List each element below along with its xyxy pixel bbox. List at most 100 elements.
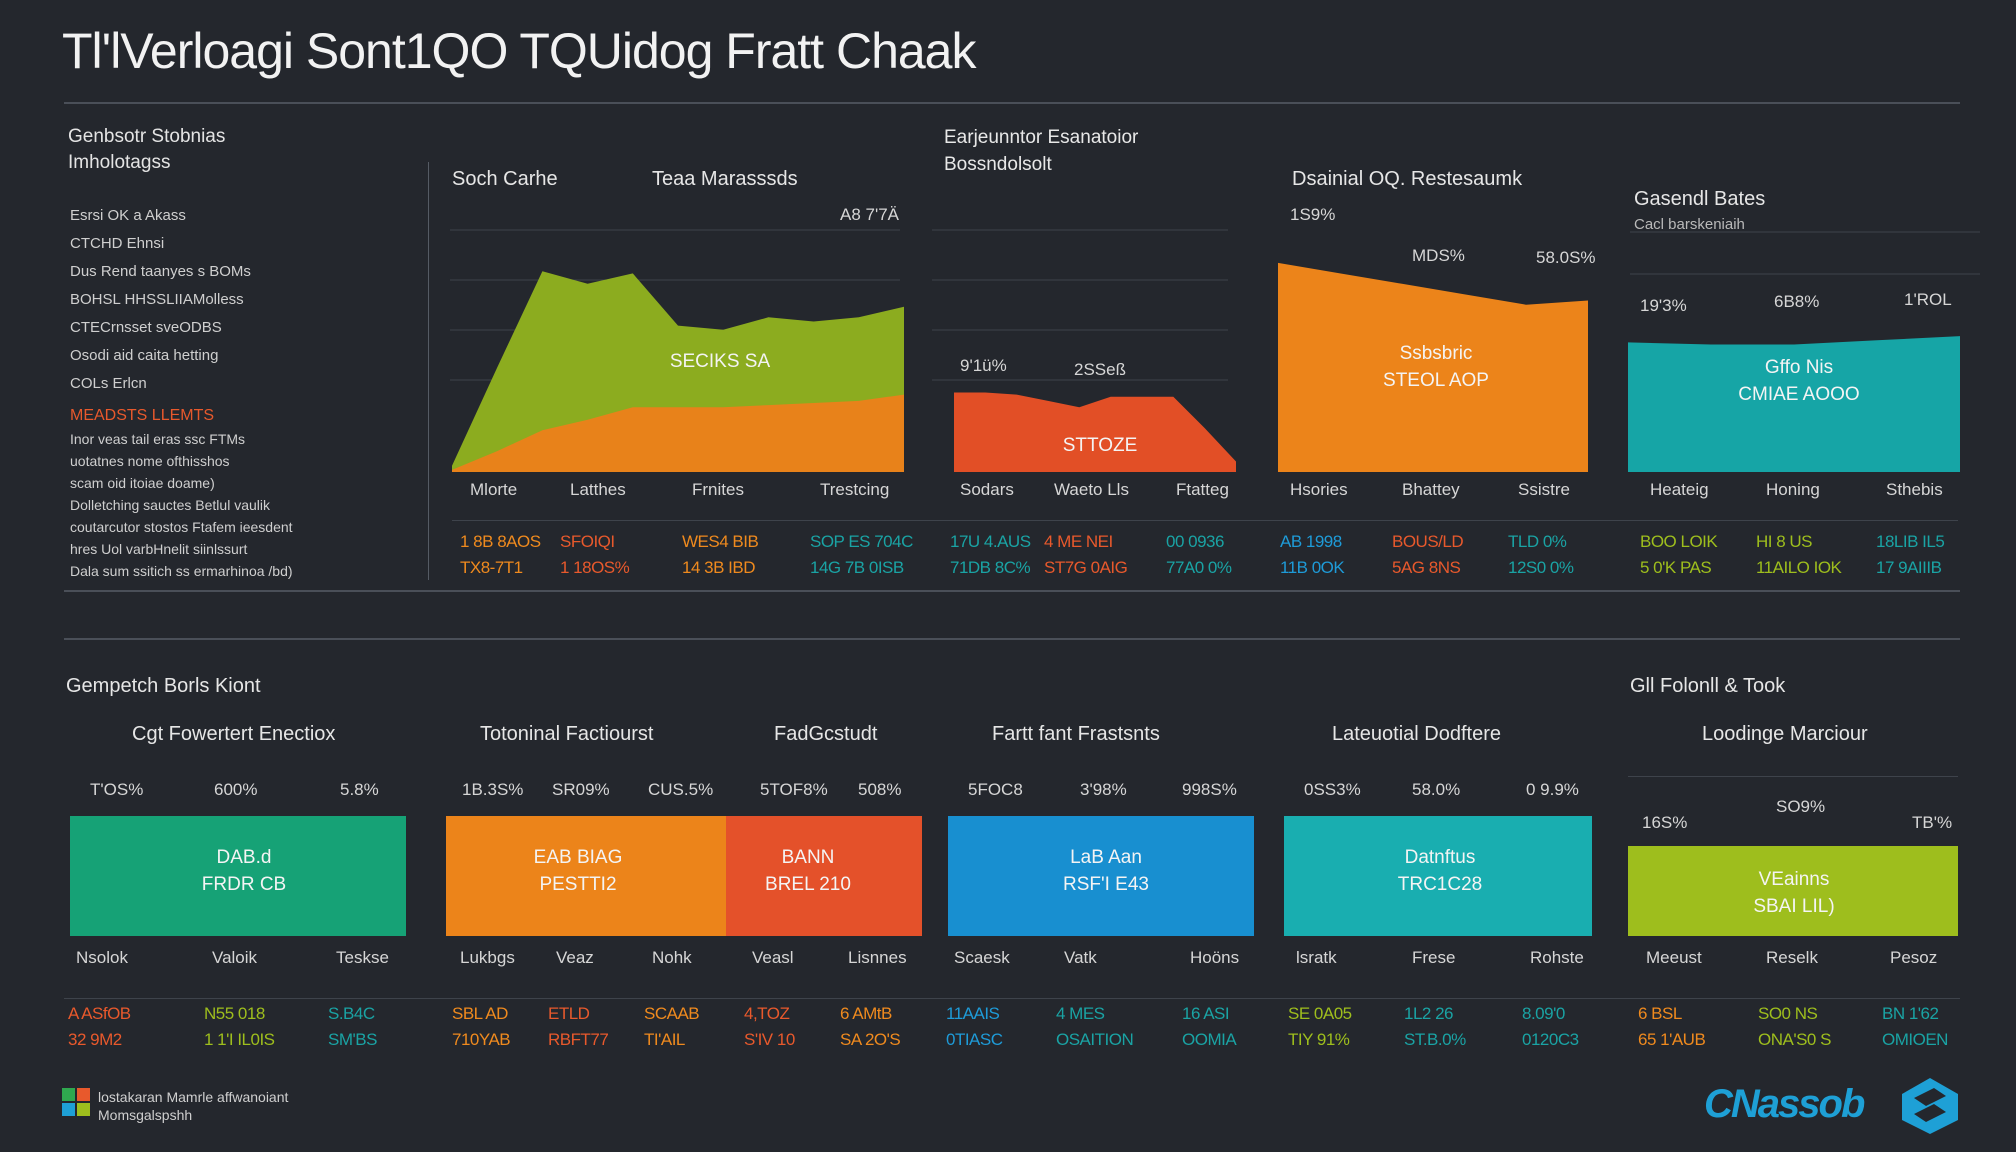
- top-table-cell: TX8-7T1: [460, 558, 523, 577]
- panel2-heading-line1: Earjeunntor Esanatoior: [944, 127, 1139, 148]
- panel3-title: Dsainial OQ. Restesaumk: [1292, 168, 1523, 190]
- bottom-table-cell: 16 ASI: [1182, 1004, 1230, 1023]
- page-title: Tl'lVerloagi Sont1QO TQUidog Fratt Chaak: [62, 23, 976, 79]
- chart2-area: [954, 392, 1236, 472]
- bottom-table-cell: 0TIASC: [946, 1030, 1003, 1049]
- b4-inner-line1: Datnftus: [1404, 847, 1476, 868]
- bottom-table-cell: BN 1'62: [1882, 1004, 1939, 1023]
- bottom-table-cell: SA 2O'S: [840, 1030, 901, 1049]
- panel1-title-a: Soch Carhe: [452, 168, 558, 190]
- sidebar-item[interactable]: Esrsi OK a Akass: [70, 207, 186, 224]
- sidebar-note: Inor veas tail eras ssc FTMs: [70, 431, 246, 447]
- top-table-cell: 77A0 0%: [1166, 558, 1232, 577]
- top-axis-label: Bhattey: [1402, 480, 1460, 499]
- bottom-section-right-title: Gll Folonll & Took: [1630, 675, 1786, 697]
- b1-value-3: 5.8%: [340, 780, 379, 799]
- top-table-cell: WES4 BIB: [682, 532, 759, 551]
- top-axis-label: Honing: [1766, 480, 1820, 499]
- panel1-title-b: Teaa Marasssds: [652, 168, 798, 190]
- top-charts: [450, 229, 1980, 472]
- bottom-table-cell: SCAAB: [644, 1004, 700, 1023]
- top-axis-label: Frnites: [692, 480, 744, 499]
- top-table-cell: 1 18OS%: [560, 558, 630, 577]
- footer-brand[interactable]: CNassob: [1704, 1082, 1865, 1126]
- sidebar-note: scam oid itoiae doame): [70, 475, 215, 491]
- sidebar-item[interactable]: CTCHD Ehnsi: [70, 235, 165, 252]
- top-axis-label: Ssistre: [1518, 480, 1570, 499]
- top-table-cell: 12S0 0%: [1508, 558, 1574, 577]
- panel4-title: Gasendl Bates: [1634, 188, 1766, 210]
- b2-inner-b2: BREL 210: [765, 874, 851, 895]
- bottom-table-cell: 1 1'I IL0IS: [204, 1030, 275, 1049]
- top-table-cell: 17 9AIIIB: [1876, 558, 1942, 577]
- bottom-panel2-title-b: FadGcstudt: [774, 723, 878, 745]
- top-axis-label: Mlorte: [470, 480, 518, 499]
- bottom-axis-label: Valoik: [212, 948, 258, 967]
- b4-value-3: 0 9.9%: [1526, 780, 1579, 799]
- sidebar-item[interactable]: Dus Rend taanyes s BOMs: [70, 263, 251, 280]
- top-table-cell: HI 8 US: [1756, 532, 1813, 551]
- chart3-area: [1278, 262, 1588, 472]
- bottom-table-cell: 11AAIS: [946, 1004, 1000, 1023]
- sidebar-heading-line1: Genbsotr Stobnias: [68, 126, 226, 147]
- bottom-table-cell: 4 MES: [1056, 1004, 1105, 1023]
- b3-value-3: 998S%: [1182, 780, 1237, 799]
- b2-inner-label-b: BANN BREL 210: [748, 844, 868, 898]
- bottom-table-cell: SBL AD: [452, 1004, 508, 1023]
- b1-inner-label: DAB.d FRDR CB: [174, 844, 314, 898]
- panel1-inner-label: SECIKS SA: [669, 351, 771, 372]
- b1-value-1: T'OS%: [90, 780, 144, 799]
- bottom-axis-label: Frese: [1412, 948, 1456, 967]
- top-axis-label: Sthebis: [1886, 480, 1943, 499]
- panel3-inner-label: Ssbsbric STEOL AOP: [1366, 340, 1506, 394]
- bottom-panel2-title-a: Totoninal Factiourst: [480, 723, 654, 745]
- top-table-cell: 11AILO IOK: [1756, 558, 1842, 577]
- b4-value-2: 58.0%: [1412, 780, 1461, 799]
- bottom-table-cell: S'IV 10: [744, 1030, 795, 1049]
- top-table-cell: SOP ES 704C: [810, 532, 913, 551]
- b3-value-2: 3'98%: [1080, 780, 1127, 799]
- sidebar-item[interactable]: Osodi aid caita hetting: [70, 347, 219, 364]
- b2-value-5: 508%: [858, 780, 902, 799]
- sidebar-item[interactable]: CTECrnsset sveODBS: [70, 319, 222, 336]
- mid-divider-1: [64, 590, 1960, 592]
- title-divider: [64, 102, 1960, 104]
- sidebar-note: hres Uol varbHnelit siinlssurt: [70, 541, 248, 557]
- panel3-value-1: 1S9%: [1290, 205, 1336, 224]
- sidebar-notes: Inor veas tail eras ssc FTMs uotatnes no…: [70, 428, 293, 582]
- bottom-axis-label: Scaesk: [954, 948, 1010, 967]
- top-axis-label: Waeto Lls: [1054, 480, 1129, 499]
- bottom-table-cell: 65 1'AUB: [1638, 1030, 1706, 1049]
- top-table-cell: 18LIB IL5: [1876, 532, 1945, 551]
- bottom-table-cell: ST.B.0%: [1404, 1030, 1466, 1049]
- bottom-table-cell: OSAITION: [1056, 1030, 1134, 1049]
- top-table-cell: 5 0'K PAS: [1640, 558, 1712, 577]
- bottom-table-cell: 0120C3: [1522, 1030, 1579, 1049]
- bottom-table-cell: OMIOEN: [1882, 1030, 1948, 1049]
- top-table-cell: ST7G 0AIG: [1044, 558, 1128, 577]
- bottom-table-cell: ETLD: [548, 1004, 590, 1023]
- top-table-cell: BOO LOIK: [1640, 532, 1718, 551]
- b2-inner-label-a: EAB BIAG PESTTI2: [508, 844, 648, 898]
- bottom-axis-label: Nohk: [652, 948, 692, 967]
- bottom-table-cell: 710YAB: [452, 1030, 511, 1049]
- top-table-cell: 17U 4.AUS: [950, 532, 1031, 551]
- b4-block: [1284, 816, 1592, 936]
- b1-value-2: 600%: [214, 780, 258, 799]
- panel4-inner-line1: Gffo Nis: [1764, 357, 1834, 378]
- b4-inner-label: Datnftus TRC1C28: [1370, 844, 1510, 898]
- mid-divider-2: [64, 638, 1960, 640]
- panel3-value-3: 58.0S%: [1536, 248, 1596, 267]
- sidebar-item[interactable]: COLs Erlcn: [70, 375, 147, 392]
- top-table-cell: BOUS/LD: [1392, 532, 1464, 551]
- b3-block: [948, 816, 1254, 936]
- panel2-value-1: 9'1ü%: [960, 356, 1007, 375]
- top-axis-label: Latthes: [570, 480, 626, 499]
- b1-inner-line1: DAB.d: [216, 847, 272, 868]
- bottom-axis-label: Teskse: [336, 948, 389, 967]
- b5-top-rule: [1628, 776, 1958, 777]
- bottom-table-cell: RBFT77: [548, 1030, 609, 1049]
- top-axis-label: Ftatteg: [1176, 480, 1229, 499]
- chart3-series-0: [1278, 262, 1588, 472]
- sidebar-item[interactable]: BOHSL HHSSLIIAMolless: [70, 291, 244, 308]
